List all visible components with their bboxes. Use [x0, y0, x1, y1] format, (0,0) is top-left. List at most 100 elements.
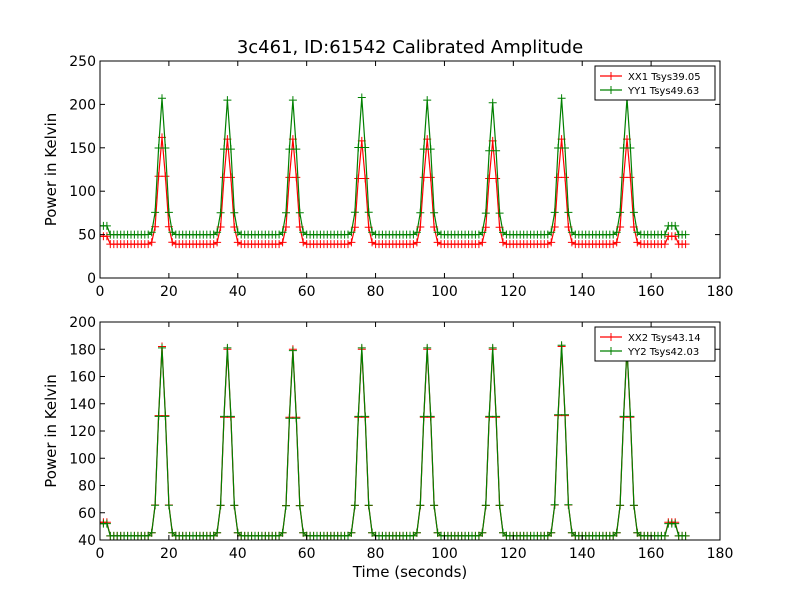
- data-point-marker: [543, 240, 552, 249]
- data-point-marker: [660, 531, 669, 540]
- data-point-marker: [419, 173, 428, 182]
- y-tick-label: 50: [78, 228, 96, 244]
- data-point-marker: [357, 343, 366, 352]
- data-point-marker: [278, 528, 287, 537]
- data-point-marker: [485, 146, 494, 155]
- x-tick-label: 100: [431, 284, 458, 300]
- data-point-marker: [102, 232, 111, 241]
- data-point-marker: [226, 412, 235, 421]
- data-point-marker: [474, 230, 483, 239]
- y-tick-label: 200: [69, 97, 96, 113]
- data-point-marker: [282, 208, 290, 217]
- data-point-marker: [499, 228, 507, 237]
- legend-label: YY2 Tsys42.03: [627, 347, 699, 358]
- data-point-marker: [619, 412, 628, 421]
- data-point-marker: [564, 500, 573, 509]
- data-point-marker: [292, 145, 301, 154]
- x-tick-label: 100: [431, 546, 458, 562]
- data-point-marker: [275, 240, 284, 249]
- x-tick-label: 180: [707, 546, 734, 562]
- data-point-marker: [285, 414, 294, 423]
- data-point-marker: [354, 412, 363, 421]
- y-tick-label: 250: [69, 54, 96, 70]
- data-point-marker: [216, 208, 225, 217]
- legend-marker: [607, 347, 615, 355]
- data-point-marker: [547, 238, 556, 247]
- top-legend: XX1 Tsys39.05 YY1 Tsys49.63: [594, 65, 716, 101]
- data-point-marker: [478, 238, 487, 247]
- x-tick-label: 140: [569, 284, 596, 300]
- data-point-marker: [347, 238, 356, 247]
- data-point-marker: [364, 208, 373, 217]
- data-point-marker: [361, 143, 370, 152]
- data-point-marker: [161, 172, 170, 181]
- data-point-marker: [612, 228, 621, 237]
- top-series-2-group: [100, 93, 690, 239]
- data-point-marker: [488, 98, 497, 107]
- data-point-marker: [561, 410, 569, 419]
- x-tick-label: 20: [160, 284, 178, 300]
- data-point-marker: [660, 240, 669, 249]
- data-point-marker: [364, 501, 373, 510]
- data-point-marker: [430, 208, 439, 217]
- data-point-marker: [619, 173, 628, 182]
- y-tick-label: 140: [69, 397, 96, 413]
- data-point-marker: [550, 500, 559, 509]
- x-tick-label: 0: [96, 546, 105, 562]
- data-point-marker: [557, 341, 566, 350]
- data-point-marker: [209, 240, 218, 249]
- data-point-marker: [419, 412, 428, 421]
- data-point-marker: [158, 94, 166, 103]
- data-point-marker: [226, 173, 235, 182]
- data-point-marker: [426, 145, 435, 154]
- data-point-marker: [488, 343, 497, 352]
- data-point-marker: [226, 145, 235, 154]
- data-point-marker: [554, 410, 563, 419]
- data-point-marker: [278, 228, 287, 237]
- y-tick-label: 40: [78, 533, 96, 549]
- data-point-marker: [423, 96, 432, 105]
- y-tick-label: 100: [69, 451, 96, 467]
- data-point-marker: [213, 528, 222, 537]
- data-point-marker: [485, 174, 494, 183]
- data-point-marker: [292, 414, 301, 423]
- data-point-marker: [361, 412, 370, 421]
- data-point-marker: [554, 144, 563, 152]
- data-point-marker: [295, 208, 304, 217]
- data-point-marker: [561, 173, 569, 182]
- x-tick-label: 120: [500, 284, 527, 300]
- y-tick-label: 0: [87, 271, 96, 287]
- data-point-marker: [567, 238, 576, 247]
- x-tick-label: 40: [229, 546, 247, 562]
- data-point-marker: [147, 238, 156, 247]
- x-tick-label: 20: [160, 546, 178, 562]
- data-point-marker: [619, 144, 628, 152]
- data-point-marker: [423, 343, 432, 352]
- data-point-marker: [485, 412, 494, 421]
- y-tick-label: 180: [69, 342, 96, 358]
- data-point-marker: [361, 174, 370, 183]
- data-point-marker: [561, 144, 569, 152]
- y-tick-label: 150: [69, 141, 96, 157]
- x-tick-label: 0: [96, 284, 105, 300]
- data-point-marker: [481, 209, 490, 218]
- data-point-marker: [416, 208, 425, 217]
- data-point-marker: [681, 230, 690, 239]
- data-point-marker: [564, 208, 573, 217]
- x-axis-label: Time (seconds): [352, 563, 468, 581]
- data-point-marker: [347, 528, 356, 537]
- data-point-marker: [158, 343, 166, 352]
- bottom-legend: XX2 Tsys43.14 YY2 Tsys42.03: [594, 326, 716, 362]
- data-point-marker: [550, 208, 559, 217]
- data-point-marker: [412, 228, 421, 237]
- data-point-marker: [151, 208, 160, 217]
- data-point-marker: [626, 173, 635, 182]
- data-point-marker: [292, 173, 301, 182]
- data-point-marker: [168, 238, 177, 247]
- data-point-marker: [557, 94, 566, 103]
- y-tick-label: 100: [69, 184, 96, 200]
- data-point-marker: [433, 238, 442, 247]
- data-point-marker: [154, 412, 163, 421]
- top-panel: 0 20 40 60 80 100 120 140 160 180 0 50 100 150 200 250 P…: [42, 54, 733, 300]
- legend-label: XX1 Tsys39.05: [628, 72, 701, 83]
